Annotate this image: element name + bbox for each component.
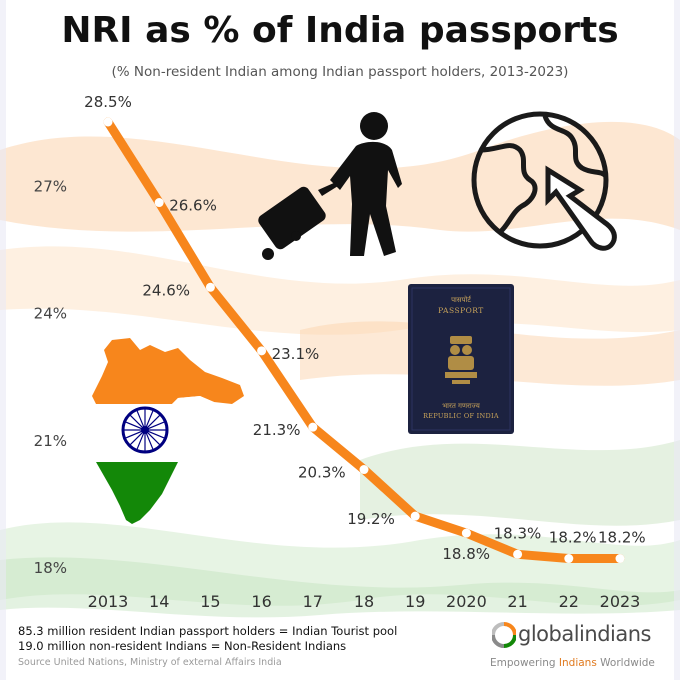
passport-hindi-country: भारत गणराज्य (442, 402, 480, 410)
data-label: 20.3% (298, 464, 346, 482)
y-axis: 18% 21% 24% 27% (34, 178, 67, 577)
x-tick-label: 17 (303, 592, 323, 611)
y-tick-label: 18% (34, 559, 67, 577)
data-point (359, 465, 369, 475)
x-tick-label: 2013 (88, 592, 129, 611)
x-tick-label: 2023 (600, 592, 641, 611)
series-line (103, 117, 625, 563)
x-tick-label: 14 (149, 592, 169, 611)
footer-nri-note: 19.0 million non-resident Indians = Non-… (18, 639, 347, 653)
passport-country: REPUBLIC OF INDIA (423, 412, 499, 420)
y-tick-label: 27% (34, 178, 67, 196)
data-labels: 28.5% 26.6% 24.6% 23.1% 21.3% 20.3% 19.2% 18.8%… (84, 93, 645, 563)
data-point (308, 422, 318, 432)
data-points (103, 117, 625, 564)
x-tick-label: 18 (354, 592, 374, 611)
page-title: NRI as % of India passports (61, 10, 619, 51)
brand-logo[interactable]: globalindians (492, 620, 670, 654)
x-tick-label: 2020 (446, 592, 487, 611)
x-tick-label: 16 (251, 592, 271, 611)
x-tick-label: 21 (507, 592, 527, 611)
data-point (205, 282, 215, 292)
data-label: 24.6% (142, 281, 190, 299)
data-label: 26.6% (169, 197, 217, 215)
traveler-with-luggage-icon (258, 112, 402, 260)
data-point (257, 346, 267, 356)
tagline-suffix: Worldwide (596, 657, 655, 669)
tagline-prefix: Empowering (490, 657, 559, 669)
data-point (615, 554, 625, 564)
x-tick-label: 15 (200, 592, 220, 611)
data-point (154, 198, 164, 208)
x-axis: 2013 14 15 16 17 18 19 2020 21 22 2023 (88, 592, 641, 611)
x-tick-label: 22 (559, 592, 579, 611)
data-point (564, 554, 574, 564)
data-label: 21.3% (253, 421, 301, 439)
india-map-icon (88, 338, 244, 524)
data-label: 18.3% (494, 524, 542, 542)
footer-resident-note: 85.3 million resident Indian passport ho… (18, 624, 398, 638)
data-point (461, 528, 471, 538)
page-subtitle: (% Non-resident Indian among Indian pass… (111, 64, 569, 80)
y-tick-label: 21% (34, 432, 67, 450)
data-point (103, 117, 113, 127)
y-tick-label: 24% (34, 305, 67, 323)
brand-tagline: Empowering Indians Worldwide (490, 657, 655, 669)
data-label: 18.2% (549, 529, 597, 547)
ashoka-chakra-icon (121, 406, 169, 454)
globalindians-logo-icon (492, 622, 516, 648)
tagline-highlight: Indians (558, 657, 597, 669)
data-label: 28.5% (84, 93, 132, 111)
passport-title: PASSPORT (438, 306, 484, 315)
data-label: 18.2% (598, 529, 646, 547)
emblem-icon (445, 336, 477, 384)
data-point (410, 511, 420, 521)
data-label: 18.8% (442, 545, 490, 563)
data-label: 23.1% (272, 345, 320, 363)
footer-source: Source United Nations, Ministry of exter… (18, 657, 282, 668)
data-point (513, 549, 523, 559)
passport-image (408, 284, 514, 434)
brand-name: globalindians (518, 622, 651, 646)
globe-arrow-icon (471, 111, 617, 251)
passport-hindi-title: पासपोर्ट (451, 296, 471, 304)
data-label: 19.2% (347, 510, 395, 528)
x-tick-label: 19 (405, 592, 425, 611)
